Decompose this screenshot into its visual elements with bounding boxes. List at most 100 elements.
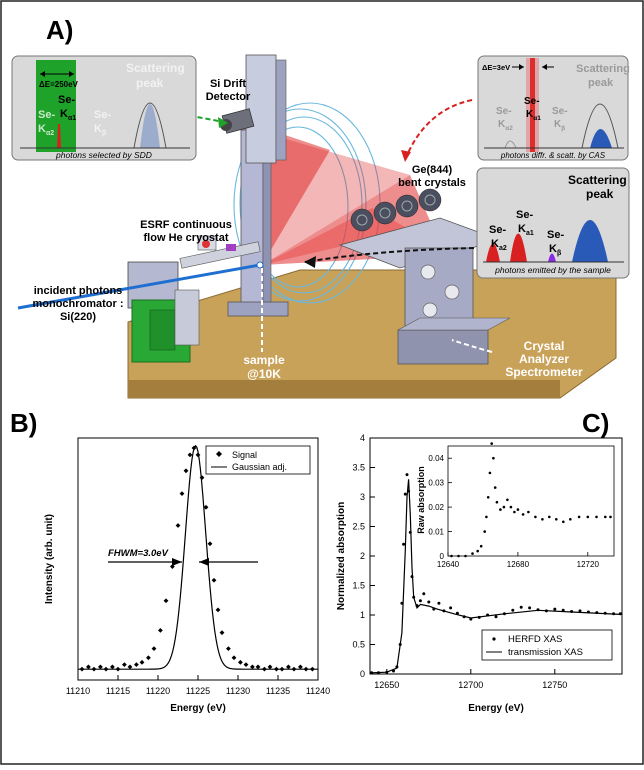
chart-b-signal-point: [195, 452, 201, 458]
chart-c-legend-herfd: HERFD XAS: [508, 634, 562, 645]
chart-c-ytick-label: 4: [360, 433, 365, 443]
chart-b-xtick-label: 11230: [226, 686, 250, 696]
chart-c-herfd-point: [519, 605, 523, 609]
chart-c-inset-point: [562, 520, 565, 524]
panel-a-letter: A): [46, 15, 73, 45]
chart-c-herfd-point: [502, 612, 506, 616]
si-drift-detector: [220, 108, 255, 134]
chart-c-herfd-point: [392, 669, 395, 673]
chart-c-inset-point: [476, 549, 480, 553]
chart-b-legend-gauss: Gaussian adj.: [232, 462, 287, 472]
chart-c-inset-point: [493, 486, 497, 489]
svg-text:Ka1: Ka1: [518, 223, 534, 237]
cas-delta: ΔE=3eV: [482, 63, 510, 72]
chart-c-herfd-point: [612, 612, 616, 616]
sdd-peak2-top: Se-: [58, 94, 75, 106]
chart-b-xtick-label: 11210: [66, 686, 90, 696]
chart-b-xtick-label: 11225: [186, 686, 210, 696]
chart-c-inset-point: [471, 552, 474, 555]
cas-peak3-k: K: [554, 119, 562, 130]
label-cas-2: Analyzer: [519, 352, 569, 366]
sdd-peak3-k: K: [94, 123, 102, 135]
chart-c-herfd-point: [407, 489, 411, 493]
emit-peak3-top: Se-: [547, 229, 564, 241]
chart-c-herfd-point: [553, 607, 557, 611]
chart-c: 12650 12700 12750 0 0.5 1 1.5 2 2.5 3 3.5 4 12640 12…: [336, 433, 623, 714]
sdd-scatter-1: Scattering: [126, 61, 185, 75]
chart-c-herfd-point: [462, 615, 466, 619]
panel-b-letter: B): [10, 408, 37, 438]
chart-c-ytick-label: 3: [360, 492, 365, 502]
chart-c-inset-ytick-label: 0.01: [428, 528, 444, 537]
chart-c-inset-point: [488, 471, 492, 475]
chart-c-inset-point: [513, 510, 516, 514]
chart-b-fwhm-arrowhead-right: [199, 558, 209, 566]
label-si-drift-1: Si Drift: [210, 78, 246, 90]
chart-b-signal-point: [91, 666, 97, 672]
chart-b-signal-point: [134, 662, 139, 667]
chart-c-inset-point: [604, 515, 607, 519]
sdd-peak1-sub: α2: [46, 130, 54, 137]
chart-b-signal-point: [286, 664, 291, 670]
chart-c-inset-xtick-label: 12720: [577, 560, 600, 569]
chart-c-inset-point: [506, 498, 509, 502]
chart-c-ytick-label: 2.5: [352, 522, 365, 532]
chart-c-inset-point: [541, 518, 544, 521]
chart-b-signal-point: [267, 664, 273, 670]
cas-label-arrow: [451, 339, 493, 353]
label-cas-3: Spectrometer: [505, 365, 583, 379]
chart-b-signal-point: [103, 666, 109, 672]
chart-b-signal-point: [298, 664, 303, 670]
inset-sdd: ΔE=250eV Se- Kα1 Se- Kα2 Se- Kβ Scatteri…: [11, 55, 197, 161]
label-ge-1: Ge(844): [412, 164, 453, 176]
sdd-peak3-top: Se-: [94, 109, 111, 121]
chart-c-inset-frame: [447, 445, 615, 557]
chart-b-legend: [205, 445, 311, 475]
chart-b-signal-point: [262, 666, 267, 672]
cas-arrow: [404, 99, 473, 161]
chart-b-signal-point: [238, 659, 243, 665]
chart-b-fwhm-label: FHWM=3.0eV: [108, 548, 169, 559]
chart-b-signal-point: [146, 655, 151, 661]
chart-b-signal-point: [215, 607, 221, 613]
emit-peak2-k: K: [518, 223, 526, 235]
emit-peak1-k: K: [491, 238, 499, 250]
emit-peak1-top: Se-: [489, 224, 506, 236]
chart-c-herfd-point: [418, 599, 422, 603]
label-si-drift-2: Detector: [206, 91, 251, 103]
chart-b-signal-point: [207, 541, 213, 547]
chart-c-herfd-point: [427, 600, 431, 604]
chart-c-herfd-point: [469, 617, 473, 621]
chart-c-inset-point: [495, 500, 499, 504]
sdd-peak1-top: Se-: [38, 109, 55, 121]
chart-b-xtick-label: 11220: [146, 686, 170, 696]
sdd-peak3-sub: β: [102, 130, 107, 137]
incident-beam: [17, 263, 261, 310]
chart-c-herfd-point: [410, 575, 414, 579]
chart-c-inset-point: [479, 544, 483, 548]
chart-c-herfd-point: [415, 604, 419, 608]
chart-c-inset-point: [492, 456, 495, 460]
label-sample-1: sample: [243, 353, 285, 367]
emit-peak2-top: Se-: [516, 209, 533, 221]
chart-c-inset-point: [548, 515, 551, 519]
chart-c-herfd-point: [422, 592, 426, 596]
chart-c-herfd-point: [603, 611, 607, 615]
chart-b-signal-point: [110, 664, 115, 670]
sample-point: [256, 261, 264, 269]
emit-peak1-sub: a2: [499, 245, 507, 252]
chart-c-inset-point: [555, 518, 558, 521]
chart-c-inset-point: [499, 508, 502, 511]
chart-c-xtick-label: 12650: [374, 680, 399, 690]
chart-c-ytick-label: 2: [360, 551, 365, 561]
chart-c-herfd-point: [437, 601, 441, 605]
label-incident-1: incident photons: [34, 285, 123, 297]
emit-arrowhead: [304, 256, 316, 268]
cas-peak2-sub: α1: [533, 115, 541, 122]
chart-c-inset-ylabel: Raw absorption: [416, 466, 426, 534]
cas-scatter-2: peak: [588, 77, 614, 89]
emit-caption: photons emitted by the sample: [494, 265, 611, 275]
chart-b-signal-point: [139, 659, 145, 665]
label-cryo-1: ESRF continuous: [140, 219, 232, 231]
